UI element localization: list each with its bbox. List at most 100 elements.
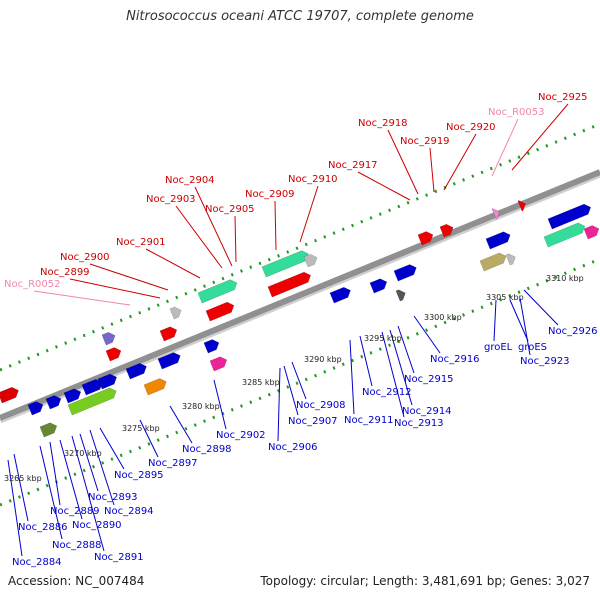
leader-line [89, 429, 115, 506]
gene-label-noc-2888: Noc_2888 [52, 540, 102, 551]
gene-label-noc-2916: Noc_2916 [430, 354, 480, 365]
leader-line [234, 215, 237, 263]
leader-line [283, 365, 299, 416]
gene-label-noc-2884: Noc_2884 [12, 557, 62, 568]
leader-line [169, 405, 193, 444]
tick-label: 3310 kbp [546, 274, 584, 283]
gene-feature [143, 378, 167, 396]
gene-label-noc-2895: Noc_2895 [114, 470, 164, 481]
leader-line [194, 186, 233, 267]
leader-line [349, 339, 355, 415]
gene-feature [329, 286, 351, 304]
leader-line [69, 278, 161, 299]
gene-feature [197, 279, 238, 304]
gene-label-noc-2886: Noc_2886 [18, 522, 68, 533]
gene-label-noc-2900: Noc_2900 [60, 252, 110, 263]
coordinate-ticks: 3265 kbp 3270 kbp 3275 kbp 3280 kbp 3285 kbp… [4, 274, 584, 483]
gene-label-noc-2911: Noc_2911 [344, 415, 394, 426]
gene-label-noc-2908: Noc_2908 [296, 400, 346, 411]
inner-dot-track [0, 257, 600, 507]
gene-feature [505, 253, 516, 266]
leader-line [511, 103, 569, 171]
gene-feature [583, 225, 600, 240]
gene-label-noc-r0053: Noc_R0053 [488, 107, 545, 118]
gene-feature [63, 388, 82, 404]
leader-line [7, 459, 23, 557]
gene-feature [39, 422, 58, 438]
leader-line [509, 299, 529, 342]
gene-label-groes: groES [518, 342, 547, 353]
gene-features [0, 200, 600, 438]
gene-label-noc-2920: Noc_2920 [446, 122, 496, 133]
gene-label-noc-2915: Noc_2915 [404, 374, 454, 385]
gene-label-noc-2918: Noc_2918 [358, 118, 408, 129]
leader-line [49, 441, 61, 506]
gene-label-noc-2901: Noc_2901 [116, 237, 166, 248]
leader-line [145, 248, 201, 279]
gene-label-noc-2919: Noc_2919 [400, 136, 450, 147]
topology-text: Topology: circular; Length: 3,481,691 bp… [260, 574, 590, 588]
leader-line [99, 427, 125, 470]
leader-line [493, 299, 497, 342]
leader-line [491, 118, 519, 177]
leader-line [213, 379, 227, 430]
label-leaders [7, 103, 569, 557]
gene-feature [125, 362, 147, 380]
gene-feature [159, 326, 178, 342]
gene-feature [547, 203, 592, 230]
tick-label: 3275 kbp [122, 424, 160, 433]
leader-line [387, 129, 419, 195]
leader-line [71, 435, 105, 552]
gene-label-noc-2913: Noc_2913 [394, 418, 444, 429]
accession-text: Accession: NC_007484 [8, 574, 145, 588]
leader-line [274, 200, 277, 251]
backbone-line [0, 169, 600, 421]
leader-line [357, 171, 411, 201]
tick-label: 3305 kbp [486, 293, 524, 302]
leader-line [277, 367, 281, 442]
gene-label-groel: groEL [484, 342, 513, 353]
leader-line [59, 439, 83, 520]
gene-feature [417, 231, 434, 246]
tick-label: 3280 kbp [182, 402, 220, 411]
gene-label-noc-2902: Noc_2902 [216, 430, 266, 441]
gene-feature [395, 289, 406, 302]
gene-feature [67, 387, 117, 416]
gene-label-noc-2912: Noc_2912 [362, 387, 412, 398]
gene-feature [303, 253, 318, 268]
gene-feature [45, 395, 62, 410]
gene-feature [491, 208, 500, 220]
gene-label-noc-2907: Noc_2907 [288, 416, 338, 427]
leader-line [79, 433, 99, 492]
gene-label-noc-2904: Noc_2904 [165, 175, 215, 186]
tick-label: 3285 kbp [242, 378, 280, 387]
gene-label-noc-2890: Noc_2890 [72, 520, 122, 531]
gene-label-noc-2914: Noc_2914 [402, 406, 452, 417]
gene-label-noc-2923: Noc_2923 [520, 356, 570, 367]
gene-label-noc-2925: Noc_2925 [538, 92, 588, 103]
leader-line [413, 315, 441, 354]
tick-label: 3265 kbp [4, 474, 42, 483]
gene-label-noc-2909: Noc_2909 [245, 189, 295, 200]
leader-line [13, 453, 29, 522]
gene-label-noc-r0052: Noc_R0052 [4, 279, 61, 290]
gene-feature [203, 339, 220, 354]
gene-label-noc-2906: Noc_2906 [268, 442, 318, 453]
leader-line [291, 361, 307, 400]
leader-line [523, 289, 559, 326]
leader-line [381, 331, 405, 418]
gene-feature [517, 200, 526, 212]
leader-line [175, 205, 223, 269]
gene-label-noc-2889: Noc_2889 [50, 506, 100, 517]
leader-line [397, 325, 415, 374]
map-title: Nitrosococcus oceani ATCC 19707, complet… [126, 9, 474, 24]
tick-label: 3300 kbp [424, 313, 462, 322]
leader-line [519, 297, 531, 356]
gene-feature [205, 301, 235, 322]
leader-line [429, 147, 435, 193]
tick-label: 3295 kbp [364, 334, 402, 343]
gene-feature [267, 271, 312, 298]
leader-line [359, 335, 373, 387]
gene-feature [0, 386, 19, 404]
